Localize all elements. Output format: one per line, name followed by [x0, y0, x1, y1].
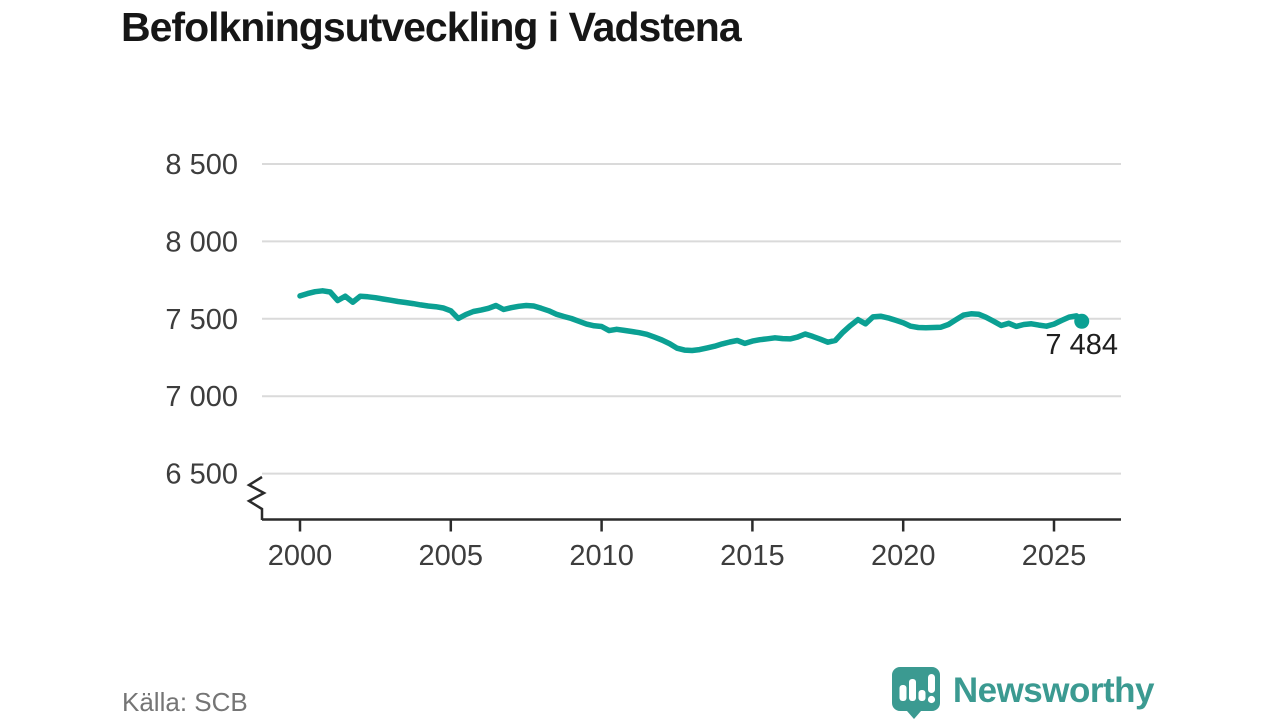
axis-break-icon	[246, 475, 267, 520]
x-tick-label: 2015	[720, 540, 785, 572]
y-tick-label: 8 500	[165, 149, 238, 181]
source-label: Källa: SCB	[122, 687, 248, 717]
y-tick-label: 7 500	[165, 304, 238, 336]
exclamation-bar	[927, 674, 935, 693]
newsworthy-logo-icon	[891, 667, 940, 719]
x-tick-label: 2005	[419, 540, 484, 572]
latest-value-dot	[1074, 313, 1090, 329]
x-tick-label: 2020	[871, 540, 936, 572]
y-tick-label: 8 000	[165, 226, 238, 258]
x-tick-label: 2025	[1022, 540, 1087, 572]
population-line	[297, 288, 1085, 354]
branding: Newsworthy	[890, 662, 1155, 720]
y-tick-label: 6 500	[165, 459, 238, 491]
page-title: Befolkningsutveckling i Vadstena	[121, 4, 742, 50]
branding-name: Newsworthy	[952, 671, 1155, 710]
y-tick-label: 7 000	[165, 381, 238, 413]
bar-medium	[899, 685, 907, 701]
exclamation-dot	[927, 695, 935, 704]
bar-tall	[908, 679, 916, 701]
latest-value-label: 7 484	[1045, 329, 1118, 361]
x-tick-label: 2000	[268, 540, 333, 572]
x-tick-label: 2010	[569, 540, 634, 572]
bar-short	[918, 690, 926, 701]
